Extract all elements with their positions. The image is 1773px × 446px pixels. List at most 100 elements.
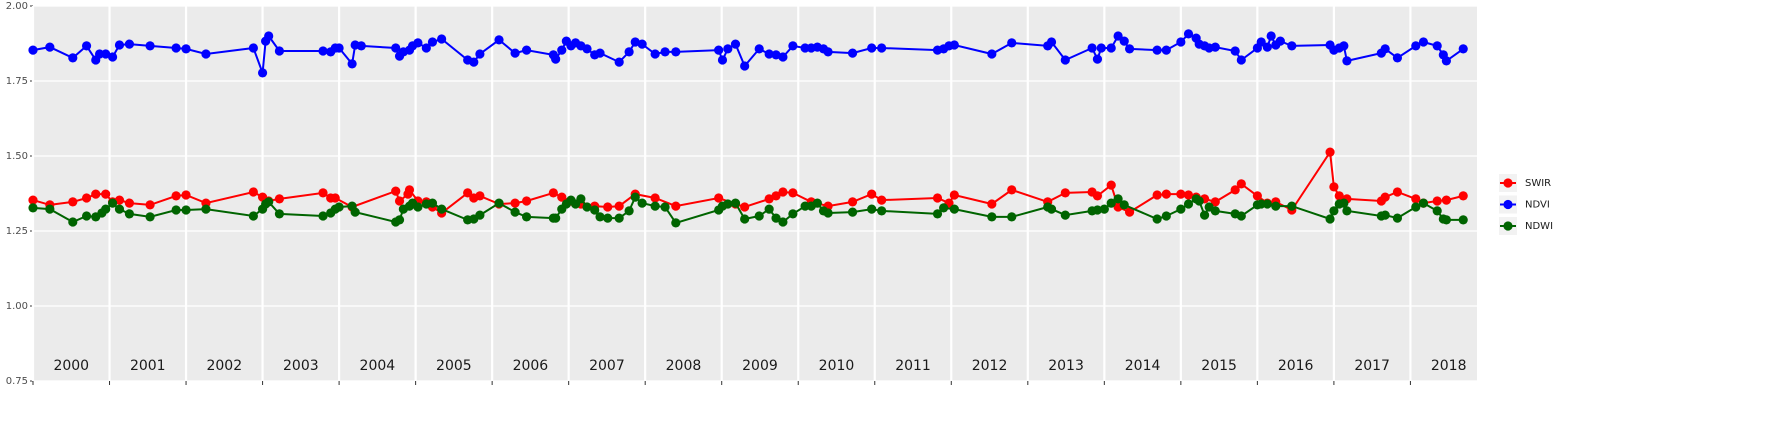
data-point [557, 45, 567, 55]
data-point [1380, 192, 1390, 202]
data-point [1007, 185, 1017, 195]
data-point [1458, 44, 1468, 54]
data-point [1441, 56, 1451, 66]
year-label: 2018 [1431, 358, 1467, 374]
data-point [171, 43, 181, 53]
year-label: 2015 [1201, 358, 1237, 374]
data-point [1392, 213, 1403, 223]
data-point [1119, 36, 1129, 46]
data-point [1432, 41, 1442, 51]
data-point [764, 204, 774, 214]
data-point [81, 193, 92, 203]
data-point [877, 206, 887, 216]
data-point [754, 44, 764, 54]
data-point [582, 44, 592, 54]
data-point [1266, 31, 1276, 41]
data-point [68, 217, 78, 227]
data-point [145, 41, 155, 51]
data-point [45, 204, 55, 214]
data-point [1152, 214, 1162, 224]
data-point [1113, 31, 1123, 41]
year-label: 2005 [436, 358, 472, 374]
data-point [1124, 44, 1135, 54]
data-point [778, 52, 788, 62]
year-label: 2001 [130, 358, 166, 374]
data-point [1458, 215, 1468, 225]
data-point [521, 196, 532, 206]
data-point [1099, 204, 1109, 214]
data-point [101, 189, 111, 199]
data-point [987, 49, 997, 59]
data-point [1183, 199, 1194, 209]
data-point [1392, 187, 1403, 197]
data-point [637, 198, 647, 208]
data-point [1194, 196, 1204, 206]
data-point [521, 212, 532, 222]
data-point [1092, 205, 1103, 215]
data-point [788, 188, 798, 198]
data-point [764, 49, 774, 59]
data-point [714, 45, 724, 55]
data-point [171, 205, 181, 215]
data-point [1380, 44, 1390, 54]
data-point [45, 42, 55, 52]
data-point [771, 191, 781, 201]
data-point [847, 197, 858, 207]
data-point [101, 204, 111, 214]
data-point [264, 197, 274, 207]
data-point [1092, 54, 1103, 64]
data-point [510, 48, 520, 58]
data-point [730, 198, 741, 208]
data-point [101, 49, 111, 59]
data-point [1152, 190, 1162, 200]
legend-label: NDWI [1525, 221, 1553, 232]
data-point [68, 53, 78, 63]
data-point [624, 206, 634, 216]
data-point [1106, 198, 1116, 208]
data-point [877, 195, 887, 205]
data-point [847, 207, 858, 217]
data-point [1236, 211, 1246, 221]
data-point [1329, 182, 1339, 192]
data-point [660, 202, 670, 212]
data-point [248, 211, 258, 221]
data-point [867, 204, 877, 214]
data-point [264, 31, 274, 41]
data-point [248, 187, 258, 197]
data-point [1287, 41, 1297, 51]
data-point [1380, 210, 1390, 220]
data-point [595, 48, 605, 58]
data-point [1096, 43, 1106, 53]
data-point [1441, 215, 1451, 225]
data-point [595, 212, 605, 222]
data-point [557, 192, 567, 202]
data-point [81, 211, 92, 221]
data-point [1210, 197, 1220, 207]
data-point [1060, 210, 1070, 220]
data-point [107, 198, 118, 208]
data-point [201, 49, 211, 59]
data-point [714, 193, 724, 203]
data-point [1287, 201, 1297, 211]
year-label: 2004 [360, 358, 396, 374]
data-point [730, 39, 741, 49]
data-point [614, 213, 624, 223]
data-point [91, 189, 101, 199]
data-point [1262, 42, 1272, 52]
data-point [469, 57, 479, 67]
data-point [1339, 198, 1349, 208]
data-point [812, 198, 822, 208]
y-tick-label: 1.75 [6, 76, 28, 87]
data-point [1060, 188, 1070, 198]
data-point [650, 49, 660, 59]
data-point [171, 191, 181, 201]
data-point [1046, 37, 1057, 47]
data-point [463, 188, 473, 198]
data-point [987, 212, 997, 222]
y-tick-label: 2.00 [6, 1, 28, 12]
y-tick-label: 0.75 [6, 376, 28, 387]
data-point [274, 194, 285, 204]
data-point [723, 199, 733, 209]
legend-label: NDVI [1525, 200, 1550, 211]
data-point [1458, 191, 1468, 201]
